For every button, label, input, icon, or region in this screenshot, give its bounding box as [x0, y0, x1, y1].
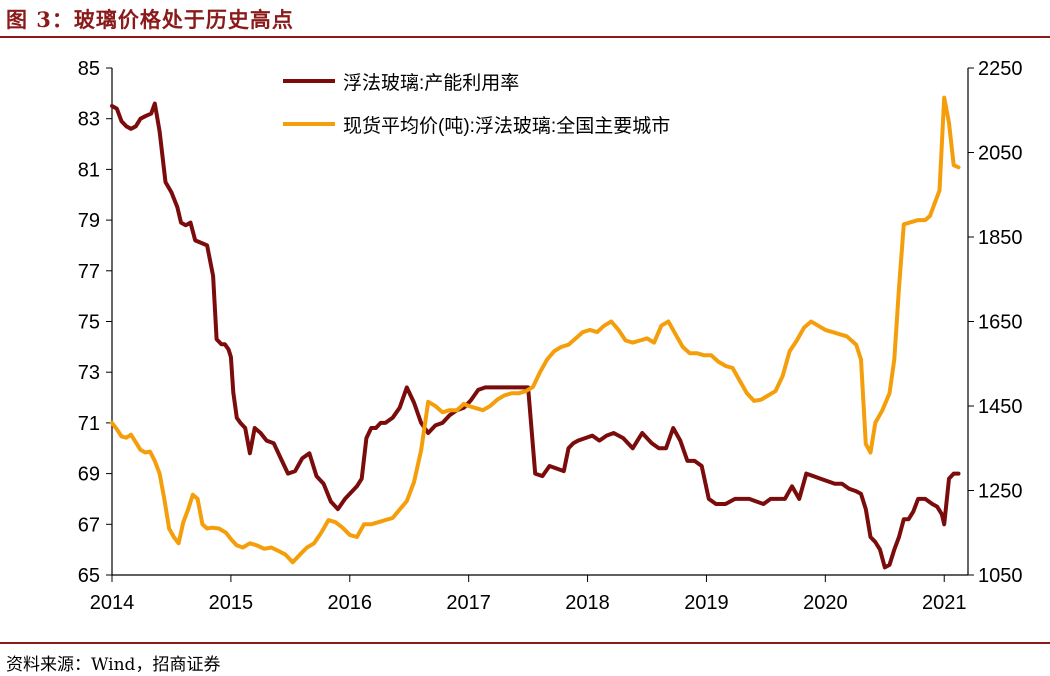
chart-plot: 65 67 69 71 73 75 77 79 81 83 85 1050 1250 1450 1650 18… — [78, 58, 1023, 614]
x-tick-label: 2017 — [446, 592, 491, 614]
title-rule — [0, 36, 1050, 38]
y-right-tick-label: 1450 — [978, 396, 1023, 418]
y-left-tick-label: 73 — [78, 362, 100, 384]
x-tick-label: 2015 — [209, 592, 254, 614]
legend: 浮法玻璃:产能利用率 现货平均价(吨):浮法玻璃:全国主要城市 — [283, 72, 670, 137]
source-note: 资料来源：Wind，招商证券 — [6, 655, 221, 675]
y-right-tick-label: 1650 — [978, 312, 1023, 334]
y-left-tick-label: 75 — [78, 312, 100, 334]
axes-group: 65 67 69 71 73 75 77 79 81 83 85 1050 1250 1450 1650 18… — [78, 58, 1023, 614]
y-right-tick-label: 1250 — [978, 481, 1023, 503]
y-left-tick-label: 81 — [78, 159, 100, 181]
series-lines-group — [110, 95, 961, 570]
y-left-tick-label: 65 — [78, 565, 100, 587]
y-left-tick-label: 67 — [78, 514, 100, 536]
y-right-tick-label: 1850 — [978, 227, 1023, 249]
x-tick-label: 2019 — [684, 592, 729, 614]
legend-label-series1: 浮法玻璃:产能利用率 — [343, 72, 519, 94]
y-left-tick-label: 83 — [78, 109, 100, 131]
series-line-spot-price — [110, 95, 961, 565]
y-left-tick-label: 85 — [78, 58, 100, 80]
y-right-tick-label: 2050 — [978, 143, 1023, 165]
figure-title: 图 3：玻璃价格处于历史高点 — [6, 7, 294, 32]
series-line-capacity-utilization — [110, 101, 961, 570]
y-left-tick-label: 71 — [78, 413, 100, 435]
y-left-tick-label: 79 — [78, 210, 100, 232]
y-left-tick-label: 69 — [78, 464, 100, 486]
x-tick-label: 2020 — [803, 592, 848, 614]
y-right-tick-label: 2250 — [978, 58, 1023, 80]
x-tick-label: 2021 — [922, 592, 967, 614]
legend-label-series2: 现货平均价(吨):浮法玻璃:全国主要城市 — [343, 115, 670, 137]
y-left-tick-label: 77 — [78, 261, 100, 283]
source-rule — [0, 642, 1050, 644]
x-tick-label: 2016 — [328, 592, 373, 614]
x-tick-label: 2014 — [90, 592, 135, 614]
x-tick-label: 2018 — [565, 592, 610, 614]
y-right-tick-label: 1050 — [978, 565, 1023, 587]
